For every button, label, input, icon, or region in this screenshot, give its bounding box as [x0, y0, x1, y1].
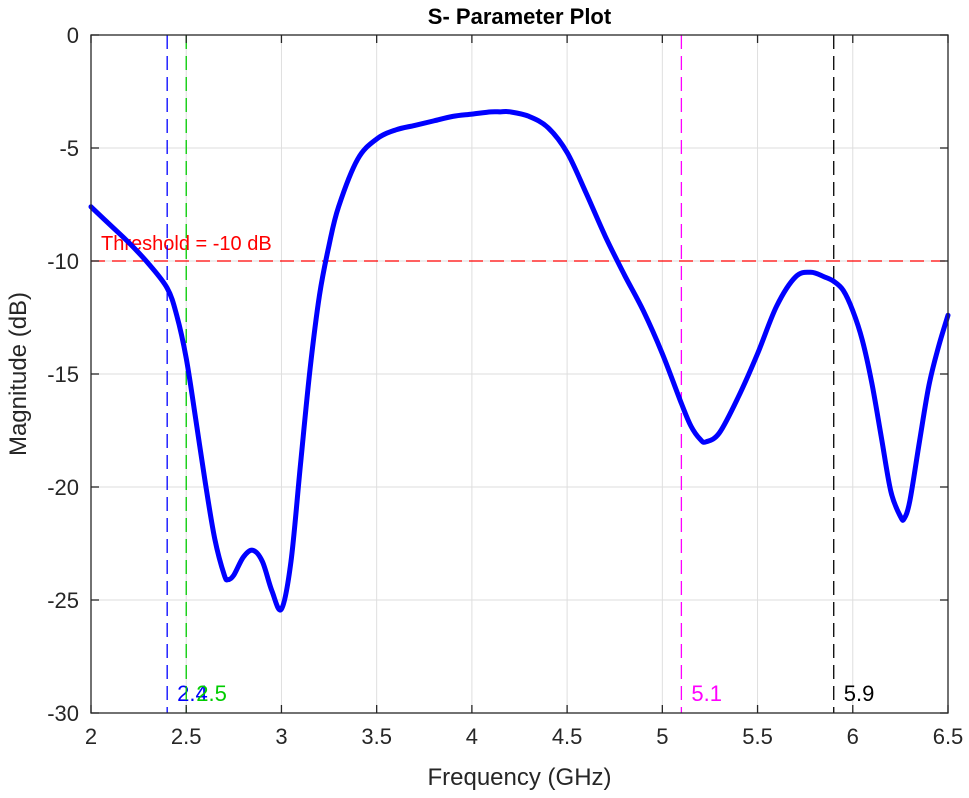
x-axis-ticks: 2 2.5 3 3.5 4 4.5 5 5.5 6 6.5 — [85, 35, 963, 749]
x-tick-label-2: 3 — [275, 724, 287, 749]
marker-label-1: 2.5 — [196, 681, 227, 706]
y-tick-label-5: -25 — [47, 588, 79, 613]
marker-label-2: 5.1 — [691, 681, 722, 706]
y-tick-label-3: -15 — [47, 362, 79, 387]
x-tick-label-5: 4.5 — [552, 724, 583, 749]
y-tick-label-2: -10 — [47, 249, 79, 274]
x-tick-label-7: 5.5 — [742, 724, 773, 749]
threshold-layer: Threshold = -10 dB — [91, 233, 948, 262]
marker-label-0: 2.4 — [177, 681, 208, 706]
x-tick-label-9: 6.5 — [933, 724, 964, 749]
chart-title: S- Parameter Plot — [428, 4, 612, 29]
y-tick-label-1: -5 — [59, 136, 79, 161]
y-axis-label: Magnitude (dB) — [5, 292, 32, 456]
y-tick-label-4: -20 — [47, 475, 79, 500]
marker-lines: 2.42.5 5.1 5.9 — [166, 35, 875, 713]
marker-label-3: 5.9 — [844, 681, 875, 706]
x-axis-label: Frequency (GHz) — [427, 764, 611, 791]
y-tick-label-6: -30 — [47, 701, 79, 726]
x-tick-label-0: 2 — [85, 724, 97, 749]
x-tick-label-1: 2.5 — [171, 724, 202, 749]
x-tick-label-6: 5 — [656, 724, 668, 749]
y-tick-label-0: 0 — [67, 23, 79, 48]
x-tick-label-3: 3.5 — [361, 724, 392, 749]
y-axis-ticks: 0 -5 -10 -15 -20 -25 -30 — [47, 23, 948, 726]
threshold-label: Threshold = -10 dB — [101, 233, 272, 255]
x-tick-label-8: 6 — [847, 724, 859, 749]
x-tick-label-4: 4 — [466, 724, 478, 749]
s-parameter-curve — [88, 109, 951, 613]
